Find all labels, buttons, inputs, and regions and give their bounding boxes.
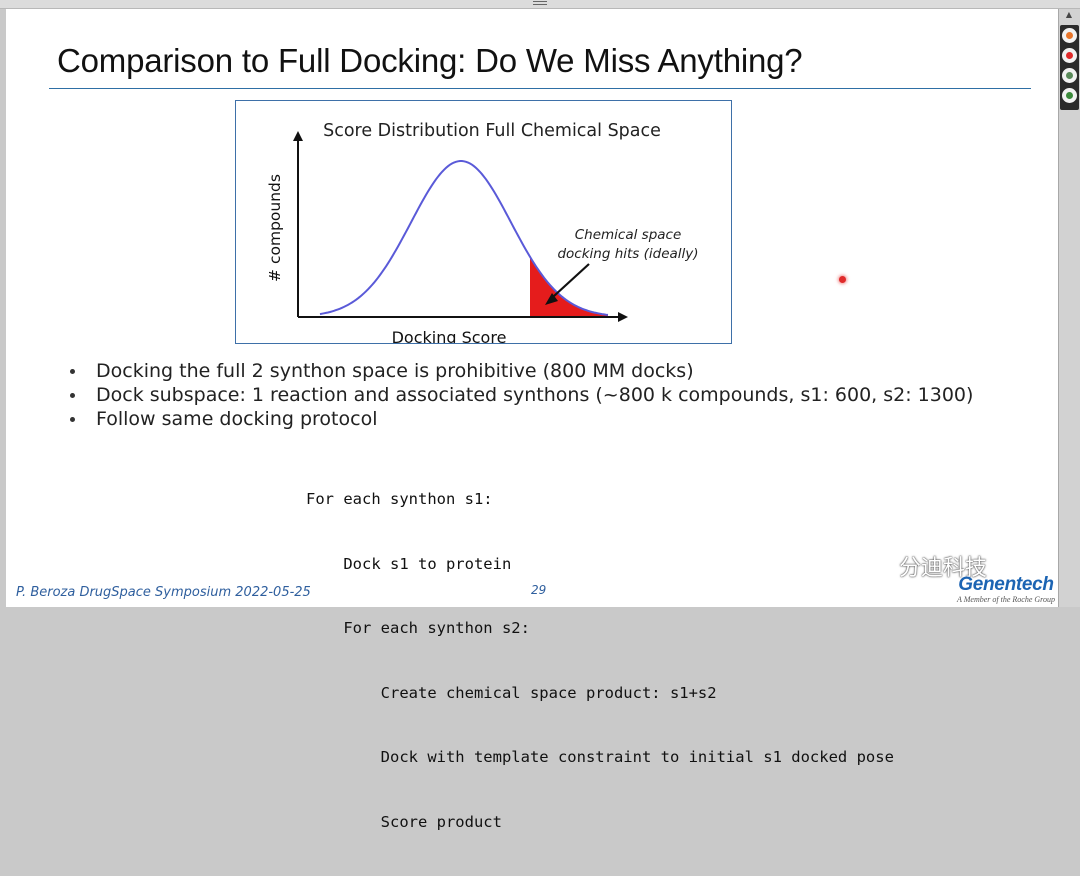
- chart-tail-highlight: [530, 256, 608, 317]
- code-line: Dock with template constraint to initial…: [306, 748, 894, 766]
- chart-x-label: Docking Score: [392, 328, 507, 343]
- wechat-icon: [864, 553, 892, 575]
- chart-y-axis-arrow: [293, 131, 303, 141]
- genentech-logo: Genentech A Member of the Roche Group: [950, 575, 1062, 605]
- watermark: 分迪科技: [864, 550, 988, 582]
- bullet-item: Docking the full 2 synthon space is proh…: [64, 359, 973, 383]
- watermark-text: 分迪科技: [899, 556, 988, 581]
- chart-annotation-arrowhead: [545, 293, 558, 305]
- code-line: For each synthon s1:: [306, 490, 493, 508]
- score-distribution-chart: Score Distribution Full Chemical Space D…: [235, 100, 732, 344]
- logo-tagline: A Member of the Roche Group: [957, 595, 1055, 604]
- chart-x-axis-arrow: [618, 312, 628, 322]
- record-icon[interactable]: [1062, 48, 1077, 63]
- bullet-text: Docking the full 2 synthon space is proh…: [96, 360, 694, 382]
- bullet-dot-icon: [70, 417, 75, 422]
- bullet-item: Dock subspace: 1 reaction and associated…: [64, 383, 973, 407]
- code-line: For each synthon s2:: [306, 619, 530, 637]
- scroll-up-icon[interactable]: ▲: [1065, 10, 1073, 19]
- right-scrollbar[interactable]: [1058, 9, 1080, 607]
- slide-title: Comparison to Full Docking: Do We Miss A…: [57, 42, 803, 79]
- title-divider: [49, 88, 1031, 89]
- page-number: 29: [531, 583, 547, 597]
- window-top-bar[interactable]: [0, 0, 1080, 9]
- footer-presenter-info: P. Beroza DrugSpace Symposium 2022-05-25: [16, 585, 311, 600]
- floating-toolbar: [1060, 25, 1079, 110]
- chart-distribution-curve: [319, 160, 609, 316]
- drag-handle-icon[interactable]: [533, 1, 547, 7]
- bullet-dot-icon: [70, 369, 75, 374]
- chart-y-label: # compounds: [266, 174, 284, 282]
- code-line: Dock s1 to protein: [306, 554, 512, 573]
- chart-annotation-line-1: Chemical space: [575, 227, 682, 243]
- screen-icon[interactable]: [1062, 68, 1077, 83]
- laser-pointer-icon: [839, 276, 846, 283]
- pseudocode-block: For each synthon s1: Dock s1 to protein …: [306, 446, 894, 876]
- pen-tool-icon[interactable]: [1062, 28, 1077, 43]
- bullet-list: Docking the full 2 synthon space is proh…: [64, 359, 973, 431]
- chart-svg: Score Distribution Full Chemical Space D…: [266, 121, 699, 343]
- settings-icon[interactable]: [1062, 88, 1077, 103]
- bullet-text: Follow same docking protocol: [96, 408, 378, 430]
- bullet-text: Dock subspace: 1 reaction and associated…: [96, 384, 974, 406]
- code-line: Score product: [306, 812, 502, 831]
- bullet-item: Follow same docking protocol: [64, 407, 973, 431]
- code-line: Create chemical space product: s1+s2: [306, 683, 717, 702]
- chart-annotation-line-2: docking hits (ideally): [557, 246, 698, 262]
- bullet-dot-icon: [70, 393, 75, 398]
- chart-title: Score Distribution Full Chemical Space: [323, 121, 661, 141]
- chart-annotation-arrow: [553, 263, 590, 297]
- slide: Comparison to Full Docking: Do We Miss A…: [6, 9, 1058, 831]
- logo-wordmark: Genentech: [958, 574, 1054, 595]
